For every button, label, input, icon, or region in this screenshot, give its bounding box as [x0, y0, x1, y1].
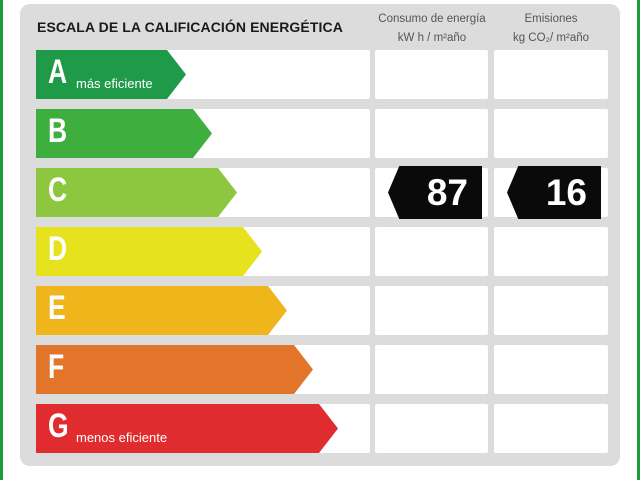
- emissions-cell: [494, 227, 608, 276]
- scale-title: ESCALA DE LA CALIFICACIÓN ENERGÉTICA: [37, 19, 343, 35]
- rating-letter: F: [48, 348, 65, 386]
- emissions-cell: [494, 109, 608, 158]
- left-border: [0, 0, 3, 480]
- rating-letter: E: [48, 289, 66, 327]
- rating-letter: A: [48, 53, 68, 91]
- rating-bar-d: D: [36, 227, 262, 276]
- energy-cell: [375, 345, 488, 394]
- emissions-value-tag: 16: [507, 166, 601, 219]
- rating-letter: C: [48, 171, 68, 209]
- rating-note: menos eficiente: [76, 430, 168, 445]
- emissions-cell: [494, 404, 608, 453]
- rating-bar-f: F: [36, 345, 313, 394]
- energy-cell: [375, 227, 488, 276]
- emissions-column-header: Emisiones kg CO₂/ m²año: [493, 10, 609, 48]
- rating-letter: D: [48, 230, 68, 268]
- emissions-cell: [494, 286, 608, 335]
- emissions-header-line2: kg CO₂/ m²año: [512, 32, 590, 44]
- emissions-header-line1: Emisiones: [524, 13, 578, 25]
- energy-header-line2: kW h / m²año: [397, 32, 467, 44]
- energy-cell: [375, 109, 488, 158]
- energy-cell: [375, 286, 488, 335]
- rating-bar-b: B: [36, 109, 212, 158]
- right-border: [637, 0, 640, 480]
- rating-letter: B: [48, 112, 68, 150]
- energy-column-header: Consumo de energía kW h / m²año: [374, 10, 490, 48]
- emissions-cell: [494, 345, 608, 394]
- energy-header-line1: Consumo de energía: [378, 13, 486, 25]
- energy-cell: [375, 404, 488, 453]
- rating-note: más eficiente: [76, 76, 153, 91]
- energy-value-tag: 87: [388, 166, 482, 219]
- emissions-cell: [494, 50, 608, 99]
- rating-bar-c: C: [36, 168, 237, 217]
- rating-bar-e: E: [36, 286, 287, 335]
- rating-letter: G: [48, 407, 69, 445]
- energy-cell: [375, 50, 488, 99]
